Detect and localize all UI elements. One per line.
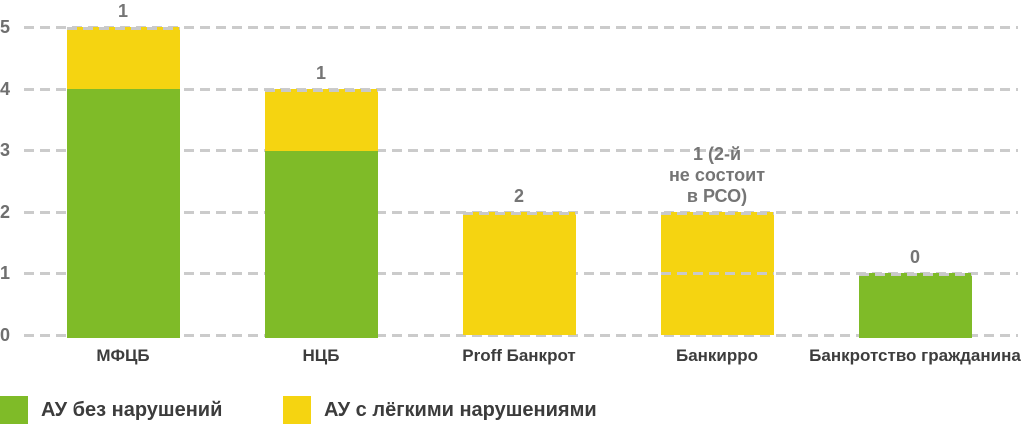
category-label-2: НЦБ <box>302 346 340 365</box>
bar-value-label-line: 1 <box>315 63 326 83</box>
bar-value-label-line: в РСО) <box>686 186 748 206</box>
bar-segment-divider <box>661 272 774 275</box>
gridline-y4 <box>24 88 1018 91</box>
bar-segment-no-violations <box>265 151 378 338</box>
bar-top-gridline-overlap <box>265 89 378 92</box>
bar-value-label-line: 1 (2-й <box>692 144 742 164</box>
category-label-5: Банкротство гражданина <box>809 346 1021 365</box>
bar-5 <box>859 273 972 338</box>
bar-value-label-5: 0 <box>805 247 1024 268</box>
bar-value-label-line: 2 <box>513 186 524 206</box>
category-label-1: МФЦБ <box>96 346 150 365</box>
gridline-y3 <box>24 149 1018 152</box>
bar-4 <box>661 212 774 338</box>
y-axis-tick-3: 3 <box>0 140 11 160</box>
bar-value-label-line: не состоит <box>668 165 766 185</box>
y-axis-tick-2: 2 <box>0 202 11 222</box>
y-axis-tick-1: 1 <box>0 263 11 283</box>
bar-segment-no-violations <box>67 89 180 338</box>
bar-3 <box>463 212 576 338</box>
bar-1 <box>67 27 180 338</box>
legend-swatch-green <box>0 396 28 424</box>
legend-swatch-yellow <box>283 396 311 424</box>
bar-value-label-1: 1 <box>13 1 233 22</box>
bar-segment-light-violations <box>265 89 378 151</box>
bar-value-label-line: 0 <box>909 247 920 267</box>
gridline-y0 <box>24 334 1018 337</box>
bar-top-gridline-overlap <box>661 212 774 215</box>
y-axis-tick-0: 0 <box>0 325 11 345</box>
legend-label-no-violations: АУ без нарушений <box>41 399 223 421</box>
bar-top-gridline-overlap <box>67 27 180 30</box>
category-label-3: Proff Банкрот <box>462 346 576 365</box>
gridline-y5 <box>24 26 1018 29</box>
bar-segment-no-violations <box>859 273 972 338</box>
y-axis-tick-5: 5 <box>0 17 11 37</box>
legend-item-no-violations: АУ без нарушений <box>0 396 222 424</box>
legend-item-light-violations: АУ с лёгкими нарушениями <box>283 396 597 424</box>
bar-value-label-4: 1 (2-й не состоит в РСО) <box>607 144 827 207</box>
y-axis-tick-4: 4 <box>0 79 11 99</box>
bar-value-label-2: 1 <box>211 63 431 84</box>
bar-segment-light-violations <box>67 27 180 89</box>
bar-segment-light-violations <box>463 212 576 335</box>
bar-top-gridline-overlap <box>463 212 576 215</box>
category-label-4: Банкирро <box>675 346 759 365</box>
bar-top-gridline-overlap <box>859 273 972 276</box>
bar-value-label-3: 2 <box>409 186 629 207</box>
legend-label-light-violations: АУ с лёгкими нарушениями <box>324 399 597 421</box>
bar-value-label-line: 1 <box>117 1 128 21</box>
bar-2 <box>265 89 378 338</box>
